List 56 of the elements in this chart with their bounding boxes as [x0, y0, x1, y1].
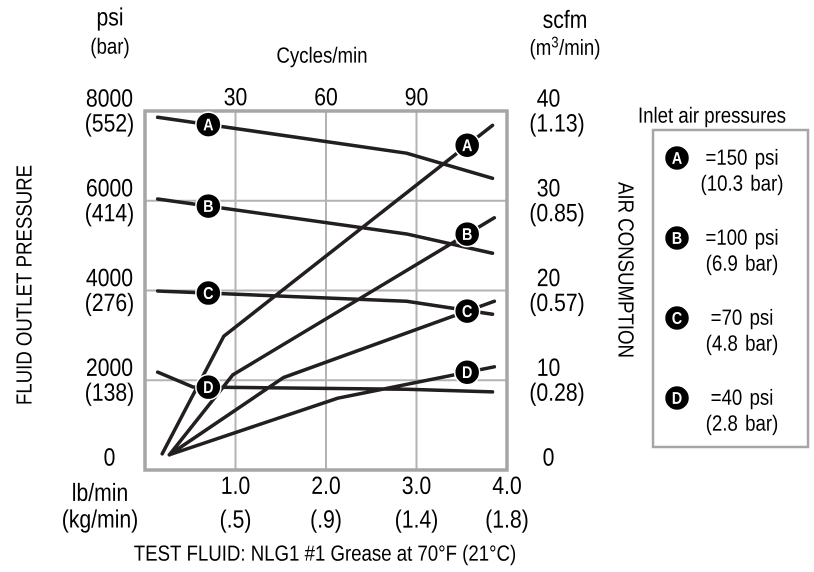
- x-tick-label: 1.0: [222, 476, 250, 494]
- text: C: [672, 312, 682, 324]
- text: scfm: [543, 10, 586, 28]
- y3-axis-title: (bar): [91, 38, 129, 58]
- y2-tick-label: 0: [543, 448, 554, 466]
- series-label: D: [462, 366, 472, 378]
- text: (1.13): [530, 113, 584, 137]
- y2-axis-title: AIR CONSUMPTION: [618, 182, 634, 356]
- series-label: A: [462, 139, 472, 152]
- text: (.5): [220, 510, 250, 533]
- text: =40 psi (2.8 bar): [706, 388, 778, 436]
- y2-tick-label: 30: [538, 178, 560, 197]
- legend-title: Inlet air pressures: [640, 106, 786, 128]
- y2-tick-label: 20: [538, 268, 560, 286]
- text: (.9): [311, 510, 341, 533]
- series-label: D: [204, 381, 213, 393]
- x2-axis-title: Cycles/min: [277, 46, 366, 68]
- text: (kg/min): [63, 509, 137, 533]
- text: A: [672, 152, 682, 164]
- series-label: C: [462, 305, 472, 318]
- text: (1.4): [396, 510, 437, 533]
- y-axis-title: FLUID OUTLET PRESSURE: [16, 166, 32, 404]
- text: =100 psi (6.9 bar): [706, 228, 778, 276]
- y3-tick-label: (138): [86, 382, 133, 406]
- x-axis-title: lb/min: [73, 482, 127, 502]
- text: =70 psi (4.8 bar): [706, 308, 778, 356]
- text: (0.28): [530, 382, 584, 406]
- y-tick-label: 8000: [86, 89, 132, 107]
- x2-tick-label: 90: [406, 88, 428, 106]
- series-label: B: [204, 200, 213, 212]
- y3-tick-label: (414): [86, 203, 133, 226]
- x-tick-label: 2.0: [312, 476, 340, 494]
- y3-tick-label: (552): [86, 113, 133, 137]
- x2-tick-label: 60: [315, 88, 337, 106]
- y-tick-label: 2000: [86, 358, 132, 376]
- y-tick-label: 4000: [86, 268, 132, 286]
- series-label: C: [204, 287, 214, 300]
- y2-tick-label: 40: [537, 89, 560, 107]
- x2-tick-label: 30: [224, 88, 246, 106]
- y3-tick-label: (276): [86, 292, 133, 316]
- text: =150 psi (10.3 bar): [702, 148, 782, 196]
- x-tick-label: 3.0: [402, 476, 430, 494]
- text: (0.85): [530, 203, 584, 226]
- text: psi: [98, 7, 122, 31]
- text: (0.57): [530, 292, 584, 316]
- text: TEST FLUID: NLG1 #1 Grease at 70°F (21°C): [134, 544, 516, 566]
- y-tick-label: 6000: [87, 178, 132, 197]
- y2-tick-label: 10: [538, 358, 560, 376]
- text: D: [672, 392, 682, 404]
- series-label: A: [204, 118, 214, 130]
- y-tick-label: 0: [104, 448, 115, 466]
- text: B: [672, 232, 682, 244]
- series-label: B: [462, 228, 472, 240]
- text: (m$^{3}$/min): [530, 36, 600, 60]
- x-tick-label: 4.0: [492, 476, 521, 494]
- text: (1.8): [486, 510, 528, 533]
